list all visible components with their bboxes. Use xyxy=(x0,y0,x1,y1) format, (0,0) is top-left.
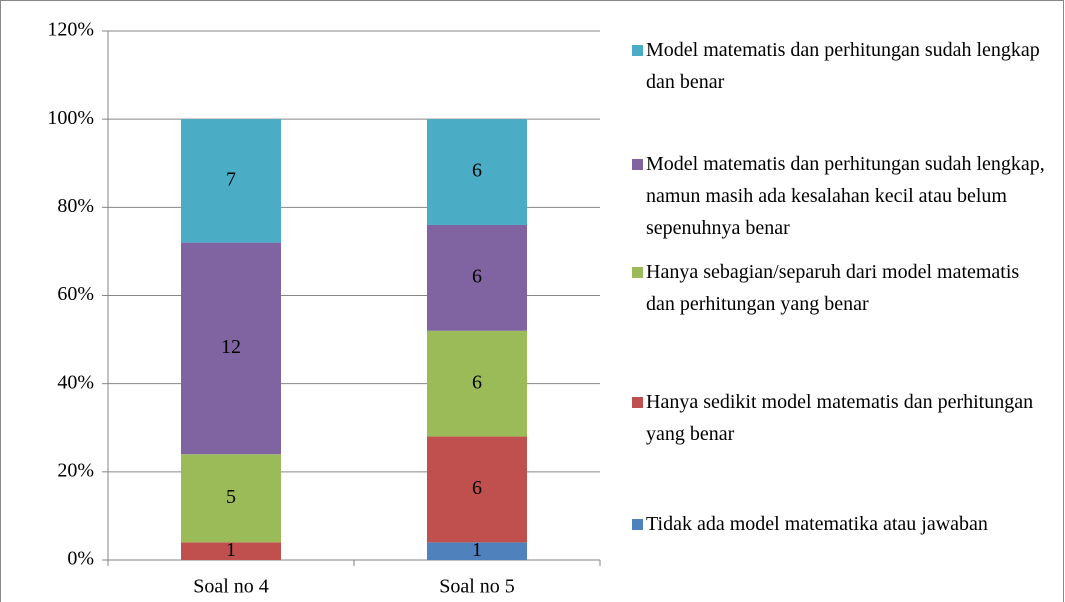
bar-segment xyxy=(181,119,281,243)
x-tick-label: Soal no 5 xyxy=(439,576,515,598)
legend-label: Model matematis dan perhitungan sudah le… xyxy=(646,39,1040,93)
legend-entry: Hanya sedikit model matematis dan perhit… xyxy=(632,386,1052,450)
legend-swatch xyxy=(632,519,643,530)
data-label: 12 xyxy=(221,336,241,358)
bar-segment xyxy=(427,330,527,437)
legend-swatch xyxy=(632,45,643,56)
data-label: 7 xyxy=(226,168,236,190)
legend-label: Model matematis dan perhitungan sudah le… xyxy=(646,153,1045,239)
legend-entry: Hanya sebagian/separuh dari model matema… xyxy=(632,256,1052,320)
bar-segment xyxy=(181,242,281,455)
y-tick-label: 60% xyxy=(57,283,94,305)
data-label: 6 xyxy=(472,371,482,393)
y-tick-label: 80% xyxy=(57,195,94,217)
legend-entry: Tidak ada model matematika atau jawaban xyxy=(632,508,1052,540)
bar-segment xyxy=(181,454,281,543)
data-label: 5 xyxy=(226,486,236,508)
y-tick-label: 0% xyxy=(67,548,94,570)
data-label: 6 xyxy=(472,477,482,499)
data-label: 1 xyxy=(472,539,482,561)
y-tick-label: 40% xyxy=(57,371,94,393)
y-tick-label: 120% xyxy=(47,19,94,41)
legend-swatch xyxy=(632,159,643,170)
x-tick-label: Soal no 4 xyxy=(193,576,269,598)
data-label: 1 xyxy=(226,539,236,561)
bar-segment xyxy=(427,119,527,225)
bar-segment xyxy=(427,436,527,543)
bar-segment xyxy=(427,224,527,331)
bar-segment xyxy=(181,542,281,560)
y-tick-label: 20% xyxy=(57,459,94,481)
data-label: 6 xyxy=(472,265,482,287)
legend-label: Hanya sebagian/separuh dari model matema… xyxy=(646,261,1020,315)
legend-swatch xyxy=(632,267,643,278)
data-label: 6 xyxy=(472,160,482,182)
y-tick-label: 100% xyxy=(47,107,94,129)
bar-segment xyxy=(427,542,527,560)
legend-swatch xyxy=(632,397,643,408)
legend-entry: Model matematis dan perhitungan sudah le… xyxy=(632,34,1052,98)
legend-label: Hanya sedikit model matematis dan perhit… xyxy=(646,391,1034,445)
legend-entry: Model matematis dan perhitungan sudah le… xyxy=(632,148,1052,244)
legend-label: Tidak ada model matematika atau jawaban xyxy=(646,513,988,535)
